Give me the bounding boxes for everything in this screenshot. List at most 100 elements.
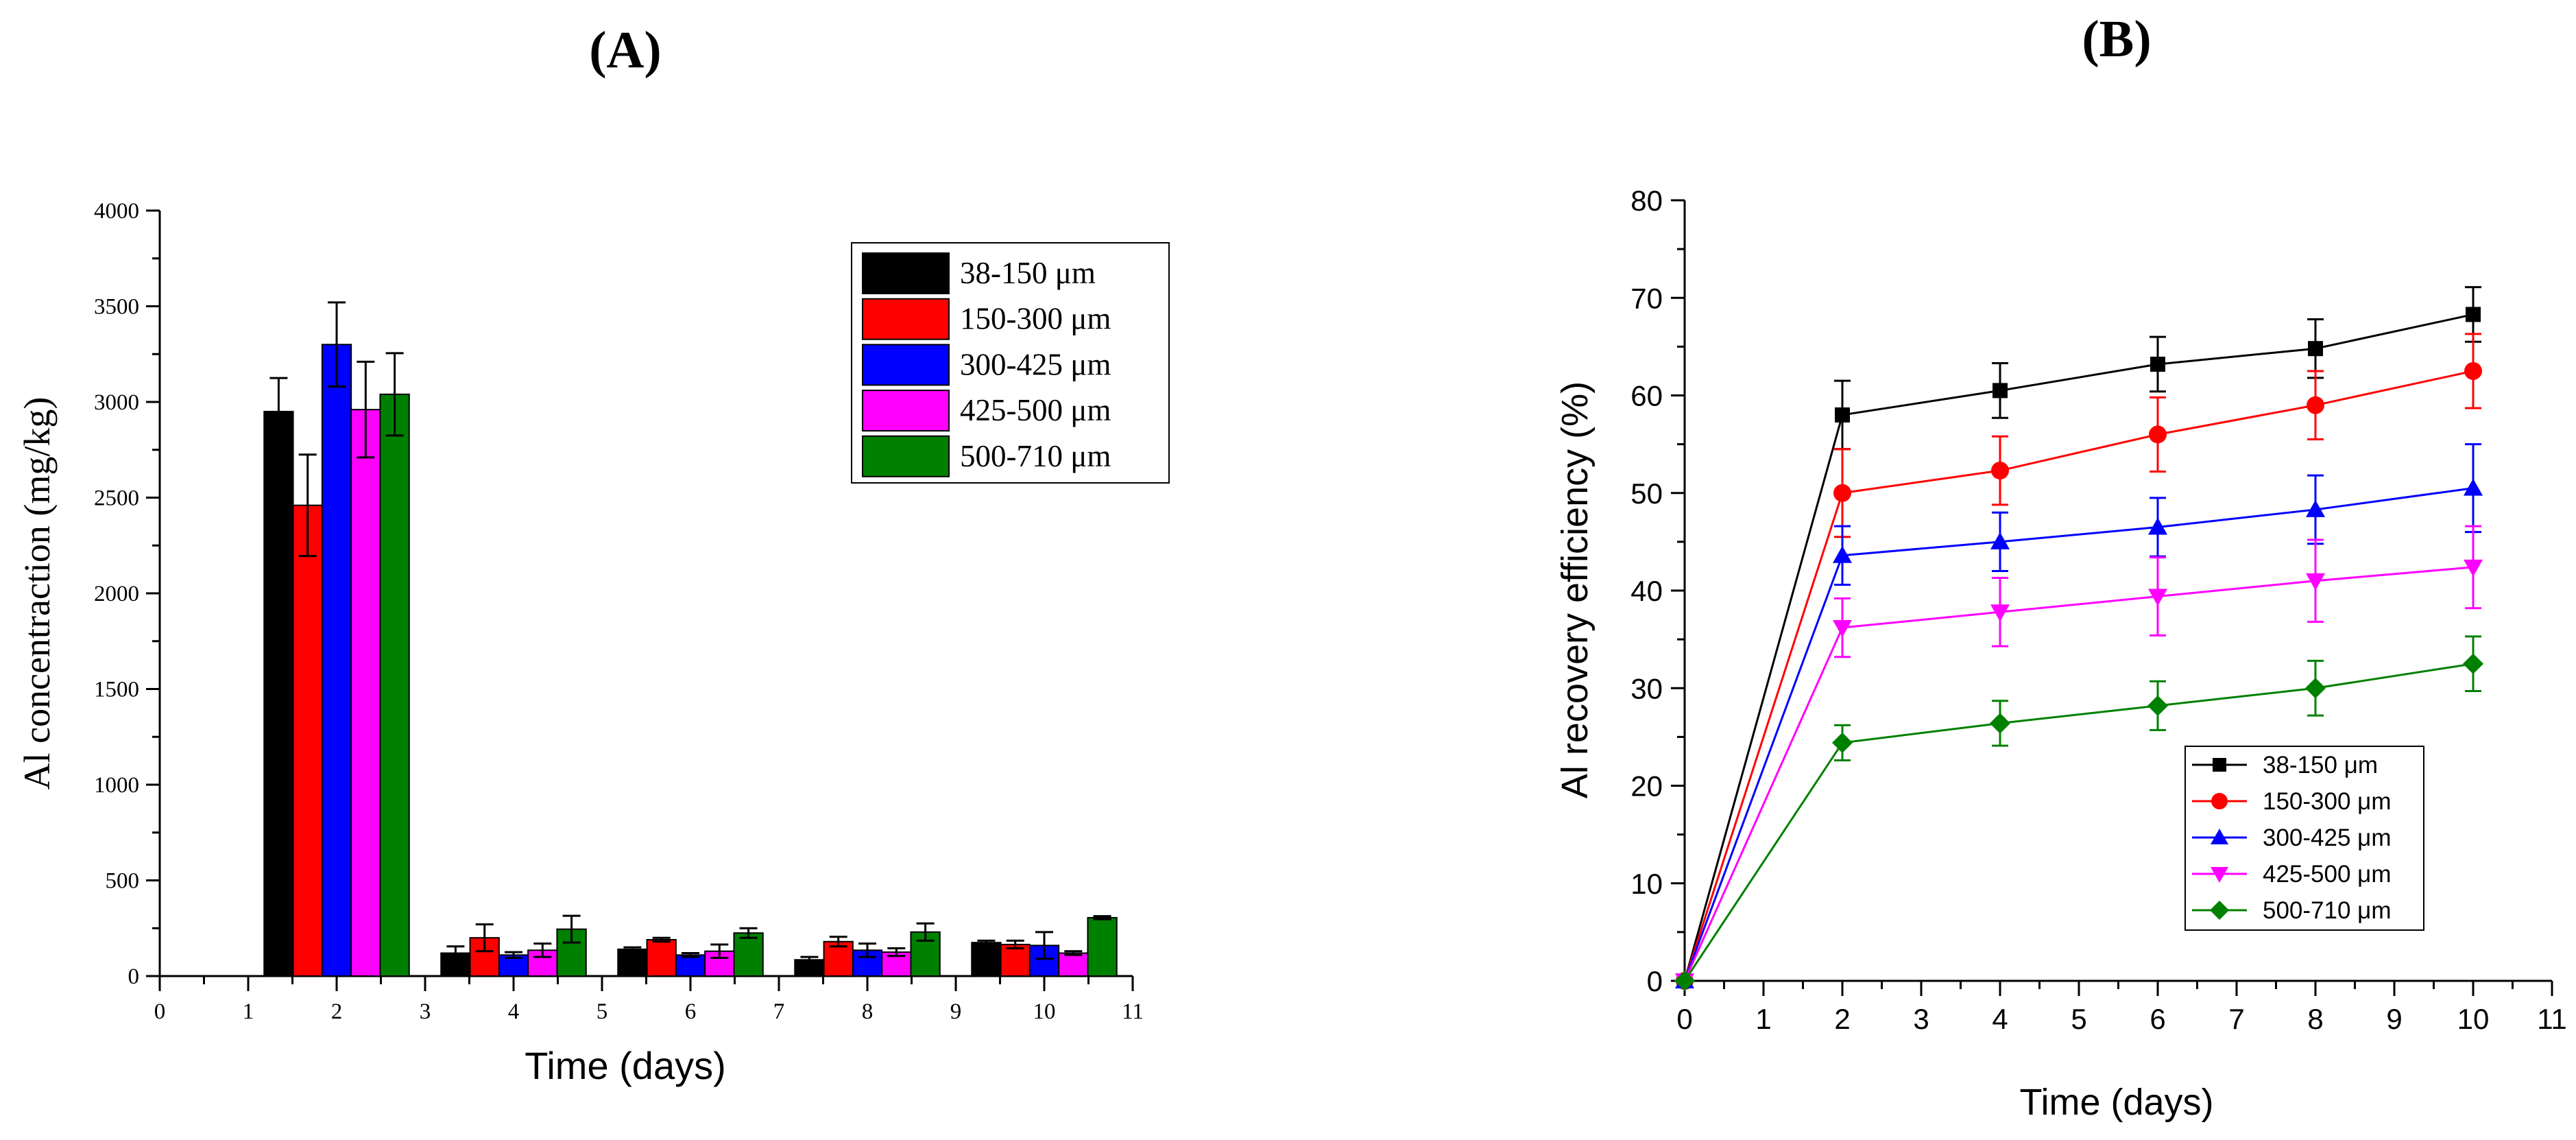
x-tick-label: 6 bbox=[2150, 1003, 2165, 1035]
marker-triangle-down bbox=[2148, 589, 2167, 606]
bar bbox=[733, 932, 764, 977]
marker-diamond bbox=[1674, 971, 1695, 991]
legend-label: 300-425 μm bbox=[960, 347, 1111, 381]
x-tick-label: 3 bbox=[1913, 1003, 1929, 1035]
bar bbox=[646, 938, 677, 977]
bar bbox=[292, 504, 323, 977]
marker-square bbox=[1993, 383, 2008, 399]
legend-swatch bbox=[862, 435, 950, 477]
y-tick-label: 2500 bbox=[94, 486, 139, 511]
x-tick-label: 0 bbox=[1676, 1003, 1692, 1035]
x-tick-label: 4 bbox=[1992, 1003, 2008, 1035]
x-tick-label: 10 bbox=[1033, 999, 1056, 1024]
legend-label: 500-710 μm bbox=[2263, 897, 2392, 924]
chart-b: 0 10 20 30 40 50 60 70 80 0 1 2 3 4 5 6 7 8 9 10 11 Time (day… bbox=[1554, 185, 2567, 1123]
marker-square bbox=[2150, 356, 2165, 372]
bar bbox=[675, 954, 706, 977]
bar bbox=[263, 410, 294, 977]
x-tick-label: 7 bbox=[773, 999, 785, 1024]
marker-triangle-up bbox=[2211, 829, 2228, 844]
legend-swatch bbox=[862, 390, 950, 432]
marker-diamond bbox=[2210, 901, 2229, 920]
x-tick-label: 1 bbox=[243, 999, 254, 1024]
marker-circle bbox=[1991, 462, 2009, 480]
marker-triangle-down bbox=[2306, 573, 2325, 591]
marker-circle bbox=[2211, 793, 2228, 809]
bar bbox=[350, 409, 381, 977]
legend-label: 38-150 μm bbox=[960, 256, 1096, 290]
y-tick-label: 1000 bbox=[94, 773, 139, 798]
y-axis-title: Al concentraction (mg/kg) bbox=[16, 397, 58, 790]
x-tick-label: 2 bbox=[331, 999, 343, 1024]
x-tick-label: 0 bbox=[154, 999, 166, 1024]
series-line bbox=[1683, 566, 2474, 982]
chart-a: 0 500 1000 1500 2000 2500 3000 3500 4000 0 1 2 3 4 5 6 7… bbox=[16, 199, 1170, 1087]
bar bbox=[971, 942, 1002, 977]
y-tick-label: 30 bbox=[1630, 672, 1663, 704]
x-axis-title: Time (days) bbox=[2019, 1082, 2213, 1123]
marker-triangle-down bbox=[2211, 867, 2228, 883]
bar bbox=[321, 344, 352, 977]
legend-swatch bbox=[862, 344, 950, 386]
y-tick-label: 20 bbox=[1630, 770, 1663, 803]
legend-label: 150-300 μm bbox=[960, 302, 1111, 336]
x-tick-label: 6 bbox=[685, 999, 697, 1024]
marker-diamond bbox=[2305, 678, 2326, 699]
marker-circle bbox=[2464, 361, 2482, 380]
x-tick-label: 1 bbox=[1755, 1003, 1771, 1035]
marker-triangle-up bbox=[1833, 545, 1852, 563]
marker-triangle-up bbox=[1990, 532, 2010, 549]
x-tick-label: 11 bbox=[1122, 999, 1144, 1024]
marker-triangle-up bbox=[2464, 478, 2483, 496]
legend-swatch bbox=[862, 298, 950, 340]
y-tick-label: 2000 bbox=[94, 582, 139, 606]
x-tick-label: 5 bbox=[2071, 1003, 2086, 1035]
marker-triangle-down bbox=[1833, 620, 1852, 638]
y-tick-label: 50 bbox=[1630, 477, 1663, 510]
panel-a-label: (A) bbox=[589, 21, 662, 79]
y-tick-label: 3500 bbox=[94, 295, 139, 320]
legend-b: 38-150 μm 150-300 μm 300-425 μm 425-500 μm 5… bbox=[2184, 746, 2424, 931]
bar bbox=[1058, 952, 1089, 977]
panel-b-label: (B) bbox=[2082, 10, 2151, 68]
x-tick-label: 7 bbox=[2228, 1003, 2244, 1035]
marker-triangle-up bbox=[2148, 517, 2167, 535]
legend-a: 38-150 μm 150-300 μm 300-425 μm 425-500 μm 5… bbox=[851, 242, 1170, 484]
marker-circle bbox=[2149, 425, 2167, 444]
marker-square bbox=[2213, 758, 2226, 772]
legend-label: 500-710 μm bbox=[960, 439, 1111, 473]
y-tick-label: 1500 bbox=[94, 678, 139, 702]
marker-circle bbox=[1833, 484, 1851, 502]
y-tick-label: 80 bbox=[1630, 185, 1663, 217]
series-line bbox=[1683, 663, 2474, 982]
y-tick-label: 4000 bbox=[94, 199, 139, 224]
bar bbox=[379, 393, 410, 977]
x-tick-label: 10 bbox=[2457, 1003, 2490, 1035]
x-tick-label: 8 bbox=[2307, 1003, 2323, 1035]
bar bbox=[1087, 916, 1118, 977]
legend-label: 300-425 μm bbox=[2263, 824, 2392, 851]
x-tick-label: 9 bbox=[950, 999, 962, 1024]
marker-square bbox=[1835, 407, 1850, 423]
y-tick-label: 40 bbox=[1630, 575, 1663, 607]
y-tick-label: 10 bbox=[1630, 868, 1663, 900]
marker-triangle-down bbox=[1990, 604, 2010, 622]
legend-label: 38-150 μm bbox=[2263, 752, 2378, 779]
legend-swatch bbox=[862, 252, 950, 294]
marker-diamond bbox=[2463, 653, 2483, 674]
x-tick-label: 2 bbox=[1834, 1003, 1850, 1035]
legend-label: 425-500 μm bbox=[2263, 861, 2392, 888]
y-tick-label: 0 bbox=[128, 964, 140, 989]
y-tick-label: 60 bbox=[1630, 380, 1663, 412]
x-tick-label: 11 bbox=[2537, 1003, 2567, 1035]
x-tick-label: 8 bbox=[862, 999, 874, 1024]
y-tick-label: 3000 bbox=[94, 390, 139, 415]
x-axis-title: Time (days) bbox=[525, 1044, 726, 1087]
series-line bbox=[1683, 487, 2474, 982]
marker-square bbox=[2308, 341, 2323, 357]
y-tick-label: 70 bbox=[1630, 282, 1663, 314]
series-line bbox=[1683, 370, 2474, 982]
x-tick-label: 3 bbox=[420, 999, 431, 1024]
series-line bbox=[1683, 313, 2474, 982]
